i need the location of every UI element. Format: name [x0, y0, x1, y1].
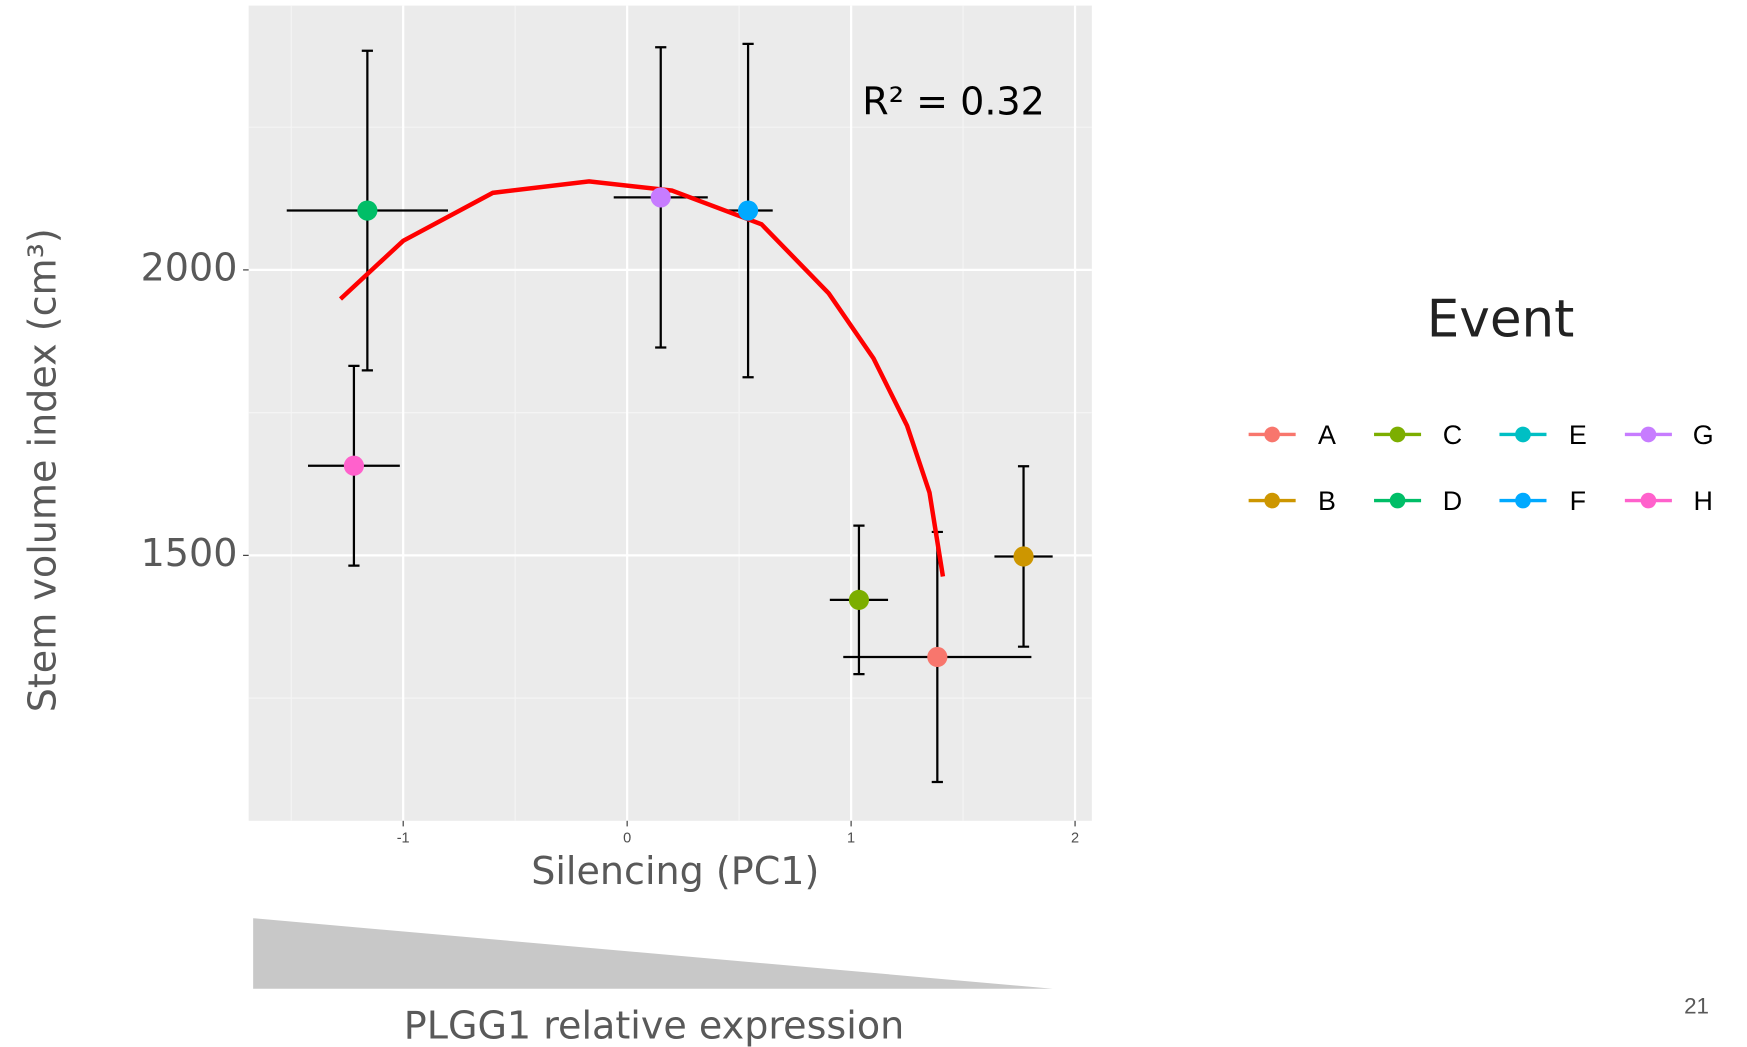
legend-key-dot [1389, 492, 1406, 509]
legend-key-dot [1640, 492, 1657, 509]
legend-label: G [1693, 420, 1714, 450]
legend-key-dot [1264, 426, 1280, 443]
point [927, 646, 948, 668]
legend-label: A [1318, 420, 1336, 450]
legend-key-dot [1264, 492, 1280, 509]
legend-label: E [1569, 420, 1587, 450]
plot-panel [248, 5, 1092, 821]
legend-label: C [1443, 420, 1462, 450]
point [343, 455, 364, 476]
legend-key-dot [1515, 426, 1531, 443]
x-tick-label: 1 [847, 831, 855, 847]
footer: PLGG1 relative expression [404, 1003, 904, 1047]
legend-label: D [1443, 486, 1462, 516]
y-axis-label: Stem volume index (cm³) [20, 228, 64, 712]
legend-key-dot [1640, 426, 1657, 443]
fit-curve [338, 179, 946, 577]
point [738, 200, 759, 221]
legend-label: F [1570, 486, 1586, 516]
x-tick-label: 0 [623, 831, 631, 847]
legend-label: B [1318, 486, 1336, 516]
legend-label: H [1694, 486, 1713, 516]
legend-key-dot [1389, 426, 1406, 443]
legend-key-dot [1515, 492, 1531, 509]
x-tick-label: 2 [1071, 831, 1079, 847]
x-axis-label: Silencing (PC1) [531, 849, 819, 893]
point [848, 589, 870, 610]
point [357, 200, 378, 221]
expression-wedge [253, 918, 1053, 989]
legend-title: Event [1427, 289, 1575, 349]
x-tick-label: -1 [397, 831, 410, 847]
y-tick-label: 1500 [141, 531, 238, 575]
page-number: 21 [1684, 994, 1709, 1019]
point [650, 187, 671, 208]
point [1013, 546, 1034, 567]
annotation: R² = 0.32 [862, 80, 1045, 124]
marks [286, 42, 1053, 784]
y-tick-label: 2000 [141, 245, 238, 289]
grid [248, 5, 1092, 821]
